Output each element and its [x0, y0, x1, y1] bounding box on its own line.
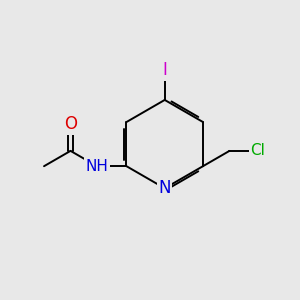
Text: N: N	[158, 179, 171, 197]
Text: I: I	[162, 61, 167, 80]
Text: Cl: Cl	[250, 143, 265, 158]
Text: O: O	[64, 116, 77, 134]
Text: NH: NH	[85, 159, 109, 174]
